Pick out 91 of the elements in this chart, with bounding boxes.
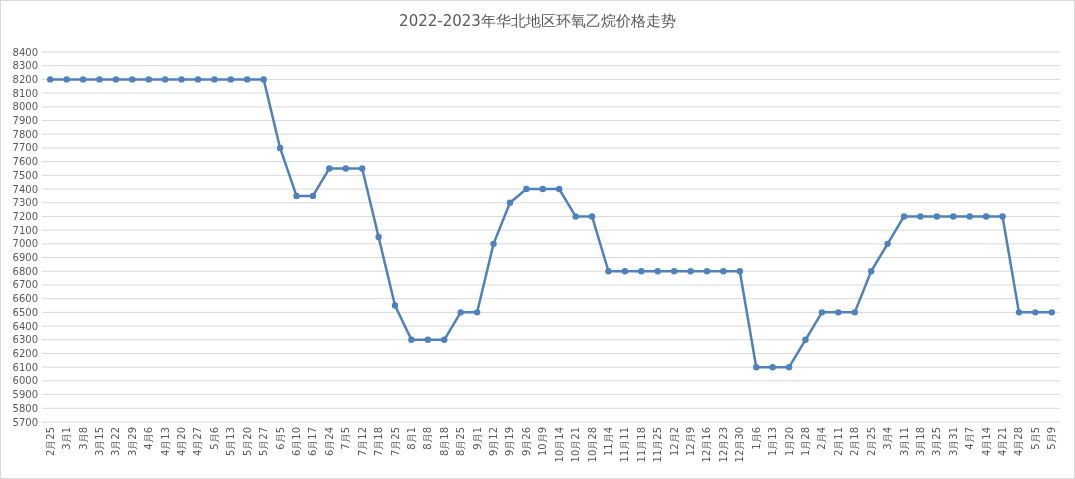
x-tick-label: 4月6 (143, 427, 155, 450)
y-tick-label: 8300 (12, 60, 38, 72)
x-tick-label: 8月8 (422, 427, 434, 450)
x-tick-label: 1月13 (767, 427, 779, 457)
y-tick-label: 7100 (12, 224, 38, 236)
x-tick-label: 7月5 (340, 427, 352, 450)
x-tick-label: 1月6 (750, 427, 762, 450)
x-tick-label: 3月8 (77, 427, 89, 450)
x-tick-label: 3月29 (126, 427, 138, 457)
x-tick-label: 11月4 (602, 427, 614, 457)
x-tick-label: 2月4 (816, 427, 828, 450)
x-tick-label: 9月12 (488, 427, 500, 457)
x-tick-label: 10月21 (570, 427, 582, 463)
x-tick-label: 11月25 (652, 427, 664, 463)
x-tick-label: 12月30 (734, 427, 746, 463)
x-tick-label: 11月18 (635, 427, 647, 463)
x-tick-label: 5月13 (225, 427, 237, 457)
x-tick-label: 5月9 (1046, 427, 1058, 450)
x-tick-label: 3月18 (914, 427, 926, 457)
x-tick-label: 4月21 (997, 427, 1009, 457)
x-tick-label: 3月15 (93, 427, 105, 457)
x-tick-label: 2月25 (865, 427, 877, 457)
x-tick-label: 2月25 (44, 427, 56, 457)
y-tick-label: 6900 (12, 252, 38, 264)
y-tick-label: 5700 (12, 416, 38, 428)
x-tick-label: 6月17 (307, 427, 319, 457)
y-tick-label: 7900 (12, 115, 38, 127)
x-tick-label: 8月18 (438, 427, 450, 457)
x-tick-label: 6月10 (291, 427, 302, 457)
y-tick-label: 8400 (12, 46, 38, 58)
x-tick-label: 4月7 (964, 427, 976, 450)
x-tick-label: 3月4 (882, 427, 894, 450)
x-tick-label: 4月14 (980, 427, 992, 457)
x-tick-label: 10月28 (586, 427, 598, 463)
x-tick-label: 4月13 (159, 427, 171, 457)
x-tick-label: 9月19 (504, 427, 516, 457)
x-tick-label: 4月27 (192, 427, 204, 457)
y-tick-label: 6000 (12, 375, 38, 387)
x-tick-label: 6月5 (274, 427, 286, 450)
x-tick-label: 4月28 (1013, 427, 1025, 457)
x-tick-label: 1月20 (783, 427, 795, 457)
x-tick-label: 9月1 (471, 427, 483, 450)
y-tick-label: 6600 (12, 293, 38, 305)
x-tick-label: 1月28 (800, 427, 811, 457)
x-tick-label: 7月12 (356, 427, 368, 457)
x-tick-label: 10月9 (537, 427, 549, 457)
x-tick-label: 7月18 (373, 427, 385, 457)
y-tick-label: 8200 (12, 73, 38, 85)
x-tick-label: 5月6 (208, 427, 220, 450)
y-tick-label: 6800 (12, 265, 38, 277)
chart-title: 2022-2023年华北地区环氧乙烷价格走势 (399, 12, 676, 30)
x-tick-label: 12月9 (685, 427, 697, 457)
y-tick-label: 6100 (12, 361, 38, 373)
x-tick-label: 3月31 (947, 427, 959, 457)
x-tick-label: 12月2 (668, 427, 680, 457)
y-tick-label: 7700 (12, 142, 38, 154)
y-tick-label: 7200 (12, 210, 38, 222)
y-tick-label: 7500 (12, 169, 38, 181)
y-tick-label: 7000 (12, 238, 38, 250)
x-tick-label: 12月16 (701, 427, 713, 463)
y-tick-label: 6300 (12, 334, 38, 346)
y-tick-label: 7600 (12, 156, 38, 168)
y-tick-label: 7800 (12, 128, 38, 140)
x-tick-label: 2月18 (849, 427, 861, 457)
x-tick-label: 11月11 (619, 427, 631, 463)
x-tick-label: 3月11 (898, 427, 910, 457)
y-tick-label: 7300 (12, 197, 38, 209)
x-tick-label: 3月22 (110, 427, 122, 457)
x-tick-label: 9月26 (520, 427, 532, 457)
x-tick-label: 12月23 (717, 427, 729, 463)
y-tick-label: 8100 (12, 87, 38, 99)
x-tick-label: 6月24 (323, 427, 335, 457)
x-tick-label: 10月14 (553, 427, 565, 463)
y-tick-label: 5900 (12, 389, 38, 401)
x-tick-label: 3月25 (931, 427, 943, 457)
x-tick-label: 8月25 (455, 427, 467, 457)
y-tick-label: 6200 (12, 347, 38, 359)
x-tick-label: 4月20 (176, 427, 188, 457)
x-tick-label: 2月11 (832, 427, 844, 457)
x-tick-label: 3月1 (61, 427, 73, 450)
x-tick-label: 5月20 (241, 427, 253, 457)
y-tick-label: 6700 (12, 279, 38, 291)
y-tick-label: 5800 (12, 402, 38, 414)
y-tick-label: 7400 (12, 183, 38, 195)
x-tick-label: 5月5 (1029, 427, 1041, 450)
x-tick-label: 8月1 (405, 427, 417, 450)
y-tick-label: 8000 (12, 101, 38, 113)
x-tick-label: 7月25 (389, 427, 401, 457)
x-tick-label: 5月27 (258, 427, 270, 457)
y-tick-label: 6400 (12, 320, 38, 332)
y-tick-label: 6500 (12, 306, 38, 318)
